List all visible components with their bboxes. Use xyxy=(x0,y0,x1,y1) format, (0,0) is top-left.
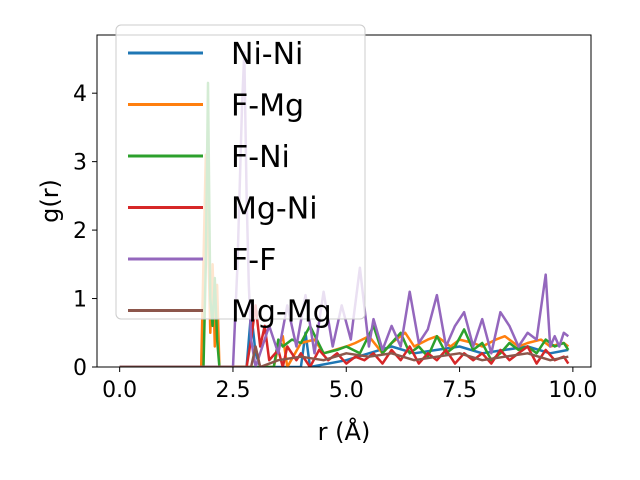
y-tick-label: 0 xyxy=(73,356,87,381)
y-tick-label: 3 xyxy=(73,151,87,176)
y-tick-label: 4 xyxy=(73,82,87,107)
y-tick-label: 1 xyxy=(73,288,87,313)
x-tick-label: 2.5 xyxy=(215,378,250,403)
x-tick-label: 10.0 xyxy=(548,378,597,403)
y-axis-title: g(r) xyxy=(36,179,64,223)
legend-label-mg-mg: Mg-Mg xyxy=(231,295,332,330)
legend-label-f-ni: F-Ni xyxy=(231,140,290,175)
legend-label-ni-ni: Ni-Ni xyxy=(231,37,303,72)
legend-box xyxy=(115,24,366,320)
legend-label-f-f: F-F xyxy=(231,243,276,278)
legend: Ni-Ni F-Mg F-Ni Mg-Ni F-F Mg-Mg xyxy=(115,24,366,330)
y-axis-ticks: 0 1 2 3 4 xyxy=(73,82,97,381)
legend-label-f-mg: F-Mg xyxy=(231,89,304,124)
x-tick-label: 5.0 xyxy=(329,378,364,403)
x-tick-label: 0.0 xyxy=(102,378,137,403)
series-line-mg-mg xyxy=(119,345,569,367)
x-tick-label: 7.5 xyxy=(442,378,477,403)
y-tick-label: 2 xyxy=(73,219,87,244)
series-line-f-ni xyxy=(119,81,570,367)
x-axis-ticks: 0.0 2.5 5.0 7.5 10.0 xyxy=(102,367,597,403)
legend-label-mg-ni: Mg-Ni xyxy=(231,192,318,227)
x-axis-title: r (Å) xyxy=(318,417,371,446)
